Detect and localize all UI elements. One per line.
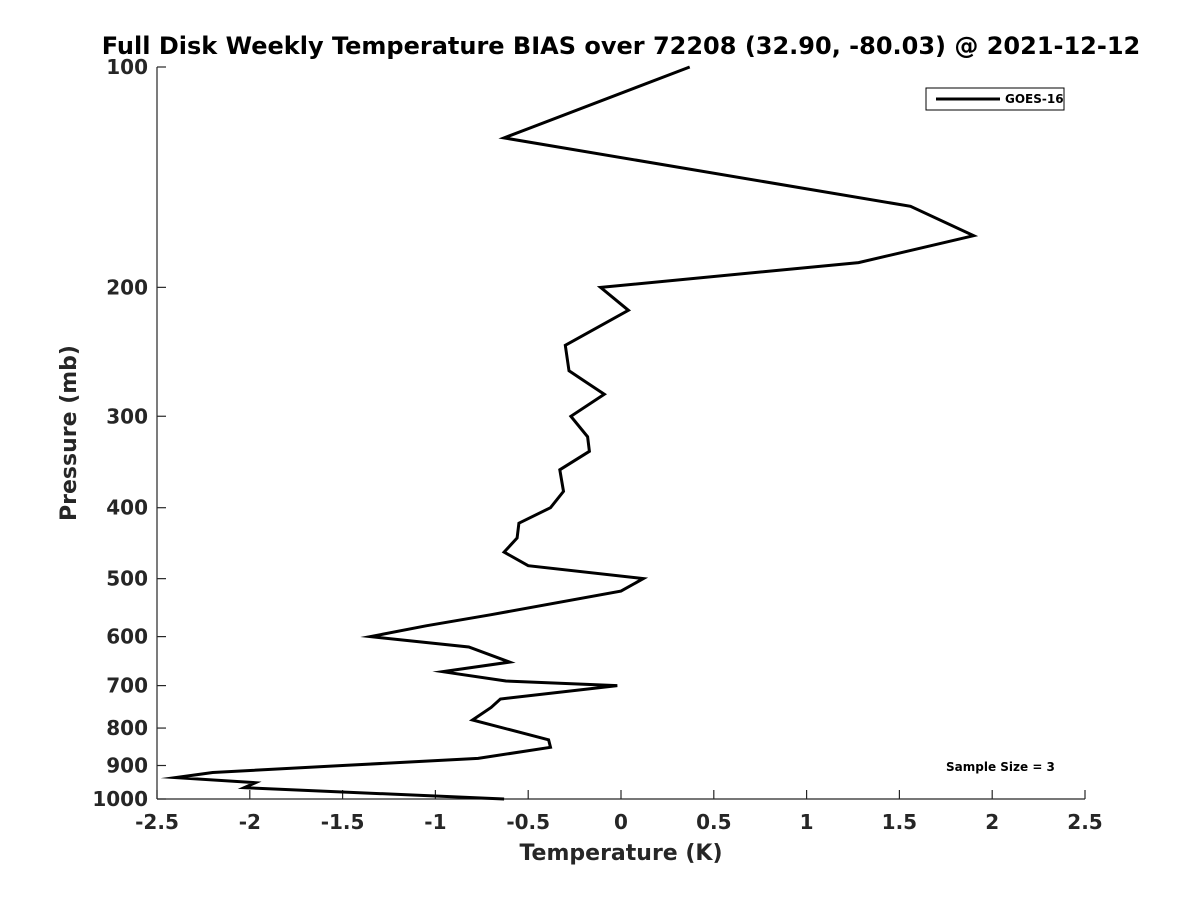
- legend: GOES-16: [925, 87, 1065, 111]
- y-axis-label: Pressure (mb): [57, 345, 82, 521]
- x-tick-label: -2.5: [135, 810, 179, 834]
- y-tick-label: 700: [106, 674, 148, 698]
- y-tick-label: 400: [106, 496, 148, 520]
- x-ticks: -2.5 -2 -1.5 -1 -0.5 0 0.5 1 1.5 2 2.5: [135, 790, 1103, 834]
- y-tick-label: 600: [106, 625, 148, 649]
- x-tick-label: -2: [239, 810, 261, 834]
- x-tick-label: 0.5: [696, 810, 731, 834]
- x-tick-label: 2: [985, 810, 999, 834]
- x-tick-label: -0.5: [506, 810, 550, 834]
- legend-label-goes-16: GOES-16: [1005, 92, 1064, 106]
- y-tick-label: 500: [106, 567, 148, 591]
- series-line-goes-16: [160, 65, 979, 801]
- y-tick-label: 900: [106, 754, 148, 778]
- plot-area: [157, 67, 1085, 799]
- chart-title: Full Disk Weekly Temperature BIAS over 7…: [102, 32, 1141, 60]
- y-tick-label: 100: [106, 55, 148, 79]
- x-tick-label: 1: [800, 810, 814, 834]
- x-axis-label: Temperature (K): [519, 841, 722, 866]
- series-layer: [160, 65, 979, 801]
- sample-size-annotation: Sample Size = 3: [946, 760, 1055, 774]
- y-tick-label: 800: [106, 716, 148, 740]
- y-ticks: 100 200 300 400 500 600 700 800 900 1000: [92, 55, 166, 811]
- y-tick-label: 200: [106, 275, 148, 299]
- x-tick-label: 2.5: [1067, 810, 1102, 834]
- x-tick-label: -1.5: [321, 810, 365, 834]
- y-tick-label: 300: [106, 404, 148, 428]
- y-tick-label: 1000: [92, 787, 148, 811]
- x-tick-label: 0: [614, 810, 628, 834]
- x-tick-label: -1: [424, 810, 446, 834]
- x-tick-label: 1.5: [882, 810, 917, 834]
